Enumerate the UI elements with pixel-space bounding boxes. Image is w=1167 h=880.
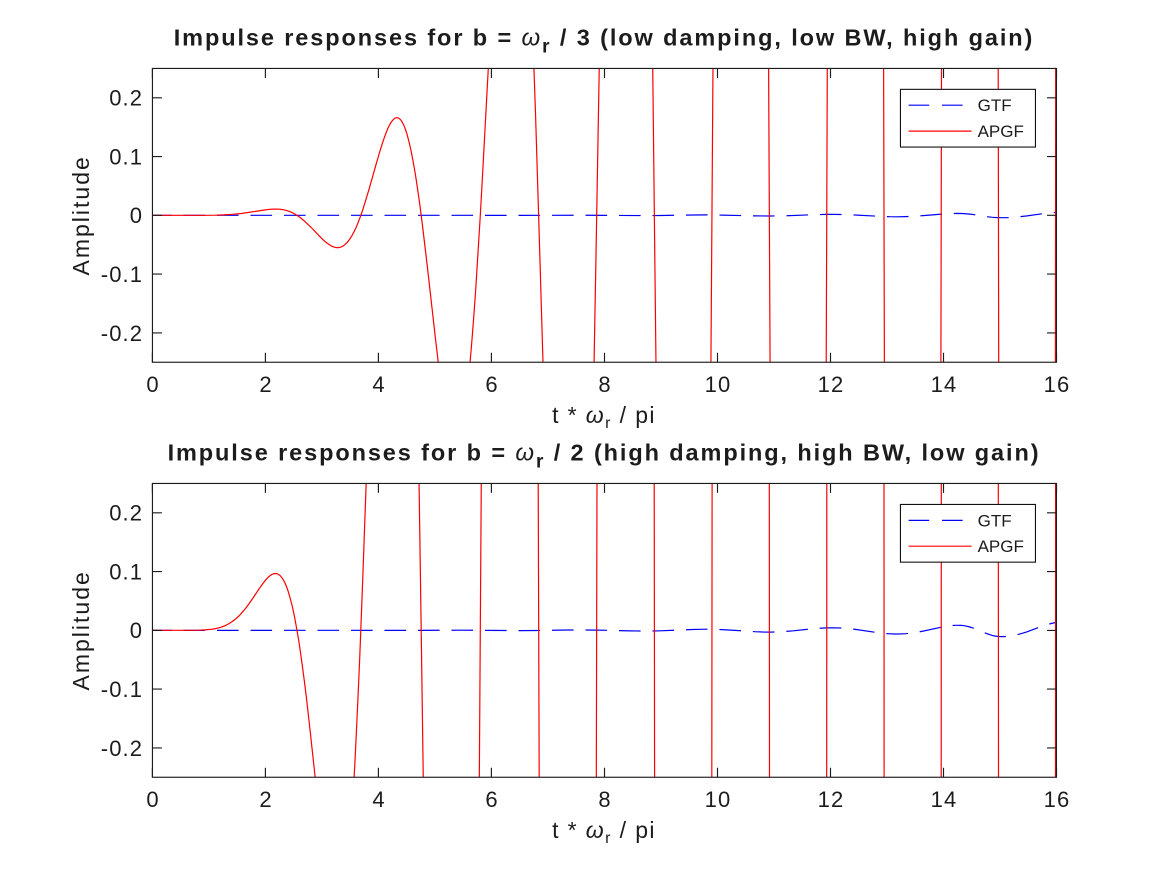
svg-text:8: 8 (598, 787, 611, 812)
svg-text:GTF: GTF (978, 511, 1012, 530)
svg-text:APGF: APGF (978, 122, 1024, 141)
svg-text:12: 12 (818, 787, 845, 812)
svg-text:2: 2 (259, 787, 272, 812)
svg-text:t * ωr / pi: t * ωr / pi (552, 817, 656, 847)
svg-text:16: 16 (1044, 372, 1071, 397)
svg-text:10: 10 (705, 787, 732, 812)
svg-text:t * ωr / pi: t * ωr / pi (552, 402, 656, 432)
svg-text:0.1: 0.1 (109, 145, 143, 170)
svg-text:0.2: 0.2 (109, 86, 143, 111)
svg-text:12: 12 (818, 372, 845, 397)
svg-text:0: 0 (130, 618, 143, 643)
svg-text:-0.1: -0.1 (101, 262, 143, 287)
svg-text:2: 2 (259, 372, 272, 397)
svg-text:0: 0 (130, 203, 143, 228)
svg-text:-0.2: -0.2 (101, 321, 143, 346)
svg-text:8: 8 (598, 372, 611, 397)
svg-text:4: 4 (372, 787, 385, 812)
svg-text:16: 16 (1044, 787, 1071, 812)
svg-text:14: 14 (931, 372, 958, 397)
svg-text:0: 0 (146, 787, 159, 812)
svg-text:14: 14 (931, 787, 958, 812)
svg-text:Amplitude: Amplitude (68, 155, 94, 275)
svg-text:APGF: APGF (978, 537, 1024, 556)
svg-text:Amplitude: Amplitude (68, 570, 94, 690)
svg-text:0.2: 0.2 (109, 501, 143, 526)
svg-text:10: 10 (705, 372, 732, 397)
svg-text:6: 6 (485, 787, 498, 812)
svg-text:-0.1: -0.1 (101, 677, 143, 702)
svg-text:4: 4 (372, 372, 385, 397)
svg-text:6: 6 (485, 372, 498, 397)
svg-text:0: 0 (146, 372, 159, 397)
svg-text:0.1: 0.1 (109, 560, 143, 585)
svg-text:-0.2: -0.2 (101, 736, 143, 761)
svg-text:GTF: GTF (978, 96, 1012, 115)
